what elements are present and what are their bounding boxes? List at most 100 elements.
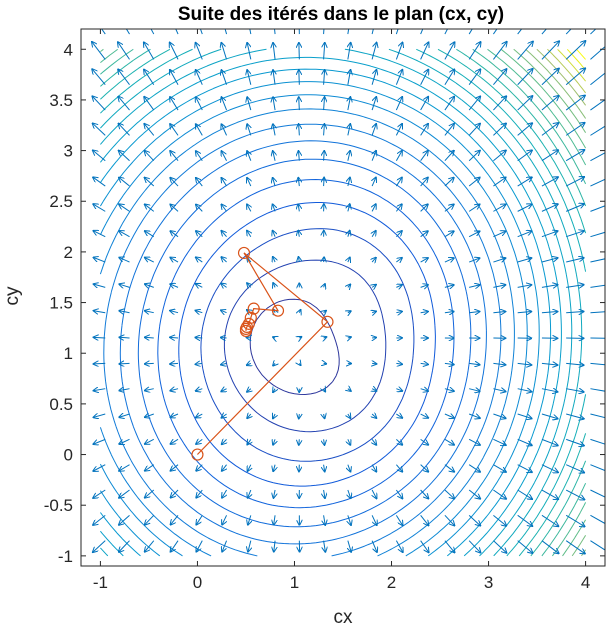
gradient-arrow-48 bbox=[119, 464, 130, 471]
y-tick-label-6: 2 bbox=[64, 243, 73, 262]
gradient-arrow-146 bbox=[221, 205, 227, 212]
gradient-arrow-466 bbox=[590, 464, 605, 473]
gradient-arrow-314 bbox=[420, 414, 428, 418]
gradient-arrow-381 bbox=[493, 389, 505, 392]
iterate-path bbox=[191, 246, 334, 461]
gradient-arrow-283 bbox=[371, 70, 376, 85]
gradient-arrow-109 bbox=[175, 29, 179, 35]
gradient-arrow-85 bbox=[144, 70, 155, 85]
gradient-arrow-83 bbox=[144, 124, 155, 136]
gradient-arrow-333 bbox=[444, 489, 454, 499]
gradient-arrow-386 bbox=[493, 258, 505, 263]
gradient-arrow-107 bbox=[170, 70, 179, 85]
gradient-arrow-281 bbox=[372, 124, 376, 136]
gradient-arrow-75 bbox=[145, 337, 154, 338]
gradient-arrow-472 bbox=[590, 311, 605, 312]
gradient-arrow-190 bbox=[273, 204, 275, 212]
x-axis-label: cx bbox=[334, 607, 354, 628]
gradient-arrow-397 bbox=[517, 540, 533, 553]
iterate-point-3 bbox=[271, 304, 285, 317]
gradient-arrow-284 bbox=[371, 43, 376, 60]
gradient-arrow-172 bbox=[247, 97, 251, 111]
gradient-arrow-71 bbox=[145, 438, 155, 444]
gradient-arrow-315 bbox=[420, 389, 428, 391]
gradient-arrow-345 bbox=[444, 178, 454, 187]
gradient-arrow-372 bbox=[468, 42, 480, 60]
x-tick-label-1: 0 bbox=[193, 573, 202, 592]
gradient-arrow-226 bbox=[324, 414, 325, 418]
gradient-arrow-35 bbox=[93, 231, 106, 238]
gradient-arrow-306 bbox=[395, 43, 402, 60]
contour-level-28 bbox=[576, 48, 586, 60]
gradient-arrow-395 bbox=[492, 29, 498, 35]
gradient-arrow-32 bbox=[94, 311, 106, 313]
gradient-arrow-173 bbox=[247, 70, 251, 85]
gradient-arrow-473 bbox=[590, 285, 605, 288]
gradient-arrow-254 bbox=[348, 258, 350, 262]
gradient-arrow-231 bbox=[324, 284, 325, 287]
gradient-arrow-294 bbox=[396, 363, 402, 364]
gradient-arrow-19 bbox=[81, 83, 82, 85]
plot-area bbox=[81, 29, 605, 566]
gradient-arrow-452 bbox=[566, 258, 583, 263]
gradient-arrow-445 bbox=[566, 438, 584, 445]
gradient-arrow-138 bbox=[222, 414, 227, 418]
gradient-arrow-480 bbox=[590, 99, 605, 111]
gradient-arrow-321 bbox=[420, 231, 428, 238]
gradient-arrow-100 bbox=[170, 258, 179, 262]
gradient-arrow-474 bbox=[590, 258, 605, 263]
gradient-arrow-182 bbox=[273, 414, 275, 418]
gradient-arrow-94 bbox=[170, 414, 179, 417]
gradient-arrow-376 bbox=[493, 514, 506, 525]
gradient-arrow-4 bbox=[81, 464, 82, 466]
gradient-arrow-21 bbox=[81, 33, 82, 35]
gradient-arrow-270 bbox=[372, 414, 376, 418]
gradient-arrow-329 bbox=[420, 29, 424, 35]
gradient-arrow-269 bbox=[372, 439, 376, 444]
gradient-arrow-389 bbox=[493, 177, 505, 187]
gradient-arrow-276 bbox=[372, 258, 376, 262]
gradient-arrow-149 bbox=[221, 124, 228, 136]
gradient-arrow-126 bbox=[196, 151, 203, 161]
y-tick-label-8: 3 bbox=[64, 142, 73, 161]
gradient-arrow-60 bbox=[119, 151, 130, 162]
gradient-arrow-213 bbox=[298, 178, 299, 187]
gradient-arrow-425 bbox=[541, 389, 558, 392]
gradient-arrow-282 bbox=[371, 97, 376, 111]
gradient-arrow-27 bbox=[93, 438, 106, 444]
gradient-arrow-191 bbox=[273, 178, 275, 187]
gradient-arrow-328 bbox=[420, 42, 429, 60]
gradient-arrow-436 bbox=[541, 96, 559, 111]
gradient-arrow-280 bbox=[372, 151, 376, 161]
gradient-arrow-155 bbox=[248, 540, 251, 552]
gradient-arrow-82 bbox=[145, 151, 155, 162]
gradient-arrow-392 bbox=[493, 96, 506, 111]
gradient-arrow-344 bbox=[444, 204, 454, 212]
gradient-arrow-337 bbox=[444, 389, 454, 391]
gradient-arrow-296 bbox=[396, 311, 402, 312]
gradient-arrow-91 bbox=[171, 489, 179, 498]
gradient-arrow-243 bbox=[348, 540, 351, 552]
gradient-arrow-168 bbox=[247, 204, 251, 212]
x-ticks: -1 0 1 2 3 4 bbox=[93, 29, 590, 592]
gradient-arrow-374 bbox=[493, 565, 495, 566]
gradient-arrow-252 bbox=[348, 311, 351, 313]
contour-level-4 bbox=[178, 202, 436, 487]
gradient-arrow-256 bbox=[348, 204, 350, 212]
gradient-arrow-180 bbox=[273, 464, 275, 471]
chart-title: Suite des itérés dans le plan (cx, cy) bbox=[178, 4, 504, 25]
gradient-arrow-207 bbox=[299, 337, 301, 338]
gradient-arrow-304 bbox=[395, 97, 402, 111]
gradient-arrow-365 bbox=[468, 231, 479, 238]
gradient-arrow-152 bbox=[221, 43, 228, 60]
gradient-arrow-139 bbox=[221, 389, 226, 392]
gradient-arrow-216 bbox=[299, 97, 300, 111]
gradient-arrow-153 bbox=[224, 29, 228, 35]
gradient-arrow-297 bbox=[396, 285, 402, 288]
gradient-arrow-197 bbox=[274, 29, 276, 35]
y-tick-label-7: 2.5 bbox=[49, 192, 73, 211]
gradient-arrow-446 bbox=[566, 413, 584, 419]
gradient-arrow-274 bbox=[372, 311, 376, 312]
gradient-arrow-335 bbox=[444, 438, 454, 444]
